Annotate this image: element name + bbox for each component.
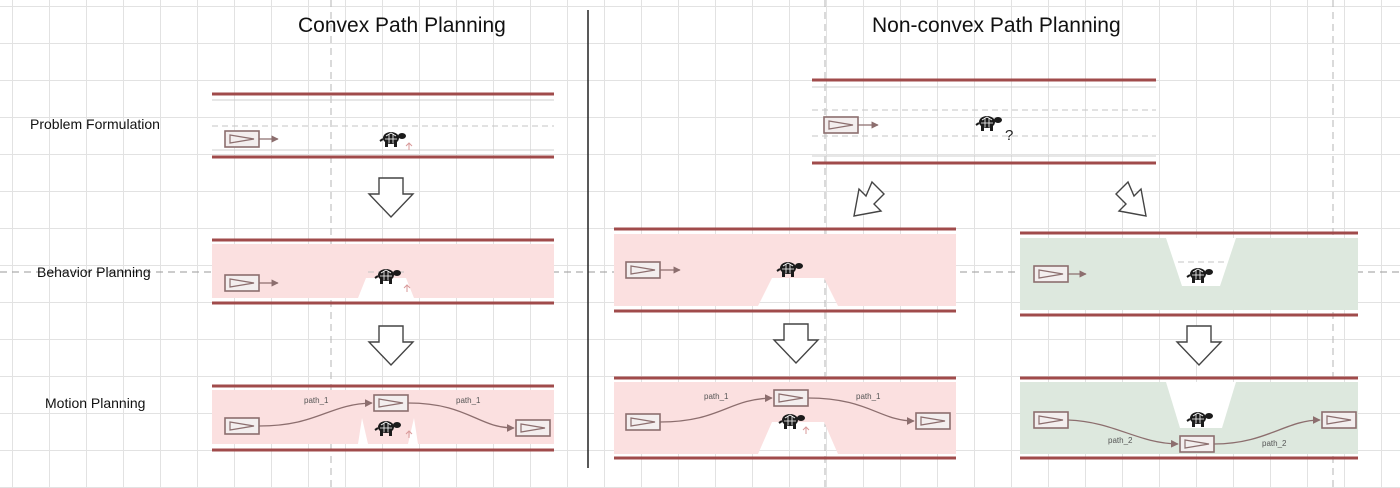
row-label-problem: Problem Formulation	[30, 116, 160, 132]
diagonal-arrow-right	[1115, 180, 1147, 217]
nonconvex-left-behavior-panel	[614, 227, 956, 313]
goal-vehicle-icon	[515, 419, 551, 437]
row-label-motion: Motion Planning	[45, 395, 146, 411]
obstacle-turtle-icon	[379, 131, 407, 148]
waypoint-vehicle-icon	[1179, 435, 1215, 453]
convex-behavior-panel	[212, 238, 554, 305]
down-arrow-3	[772, 323, 820, 365]
ego-vehicle-icon	[1033, 411, 1069, 429]
ego-vehicle-icon	[1033, 265, 1069, 283]
convex-problem-panel	[212, 92, 554, 159]
goal-vehicle-icon	[915, 412, 951, 430]
nonconvex-problem-panel: ?	[812, 78, 1156, 165]
nonconvex-left-motion-panel: path_1 path_1	[614, 376, 956, 460]
convex-motion-panel: path_1 path_1	[212, 384, 554, 452]
sprout-icon	[802, 426, 810, 435]
path-label-1b: path_1	[456, 396, 481, 405]
convex-title: Convex Path Planning	[298, 14, 506, 37]
path-label-2a: path_2	[1108, 436, 1133, 445]
path-label-1d: path_1	[856, 392, 881, 401]
goal-vehicle-icon	[1321, 411, 1357, 429]
nonconvex-right-motion-panel: path_2 path_2	[1020, 376, 1358, 460]
nonconvex-title: Non-convex Path Planning	[872, 14, 1121, 37]
waypoint-vehicle-icon	[773, 389, 809, 407]
ego-vehicle-icon	[625, 413, 661, 431]
sprout-icon	[403, 284, 411, 293]
ego-vehicle-icon	[823, 116, 859, 134]
down-arrow-2	[367, 325, 415, 367]
ego-vehicle-icon	[625, 261, 661, 279]
row-label-behavior: Behavior Planning	[37, 264, 151, 280]
ego-vehicle-icon	[224, 274, 260, 292]
sprout-icon	[405, 142, 413, 151]
obstacle-turtle-icon	[975, 115, 1003, 132]
question-mark: ?	[1005, 127, 1013, 144]
down-arrow-4	[1175, 325, 1223, 367]
waypoint-vehicle-icon	[373, 394, 409, 412]
path-label-2b: path_2	[1262, 439, 1287, 448]
nonconvex-right-behavior-panel	[1020, 231, 1358, 317]
path-label-1c: path_1	[704, 392, 729, 401]
path-label-1a: path_1	[304, 396, 329, 405]
ego-vehicle-icon	[224, 130, 260, 148]
down-arrow-1	[367, 177, 415, 219]
diagonal-arrow-left	[853, 180, 885, 217]
ego-vehicle-icon	[224, 417, 260, 435]
